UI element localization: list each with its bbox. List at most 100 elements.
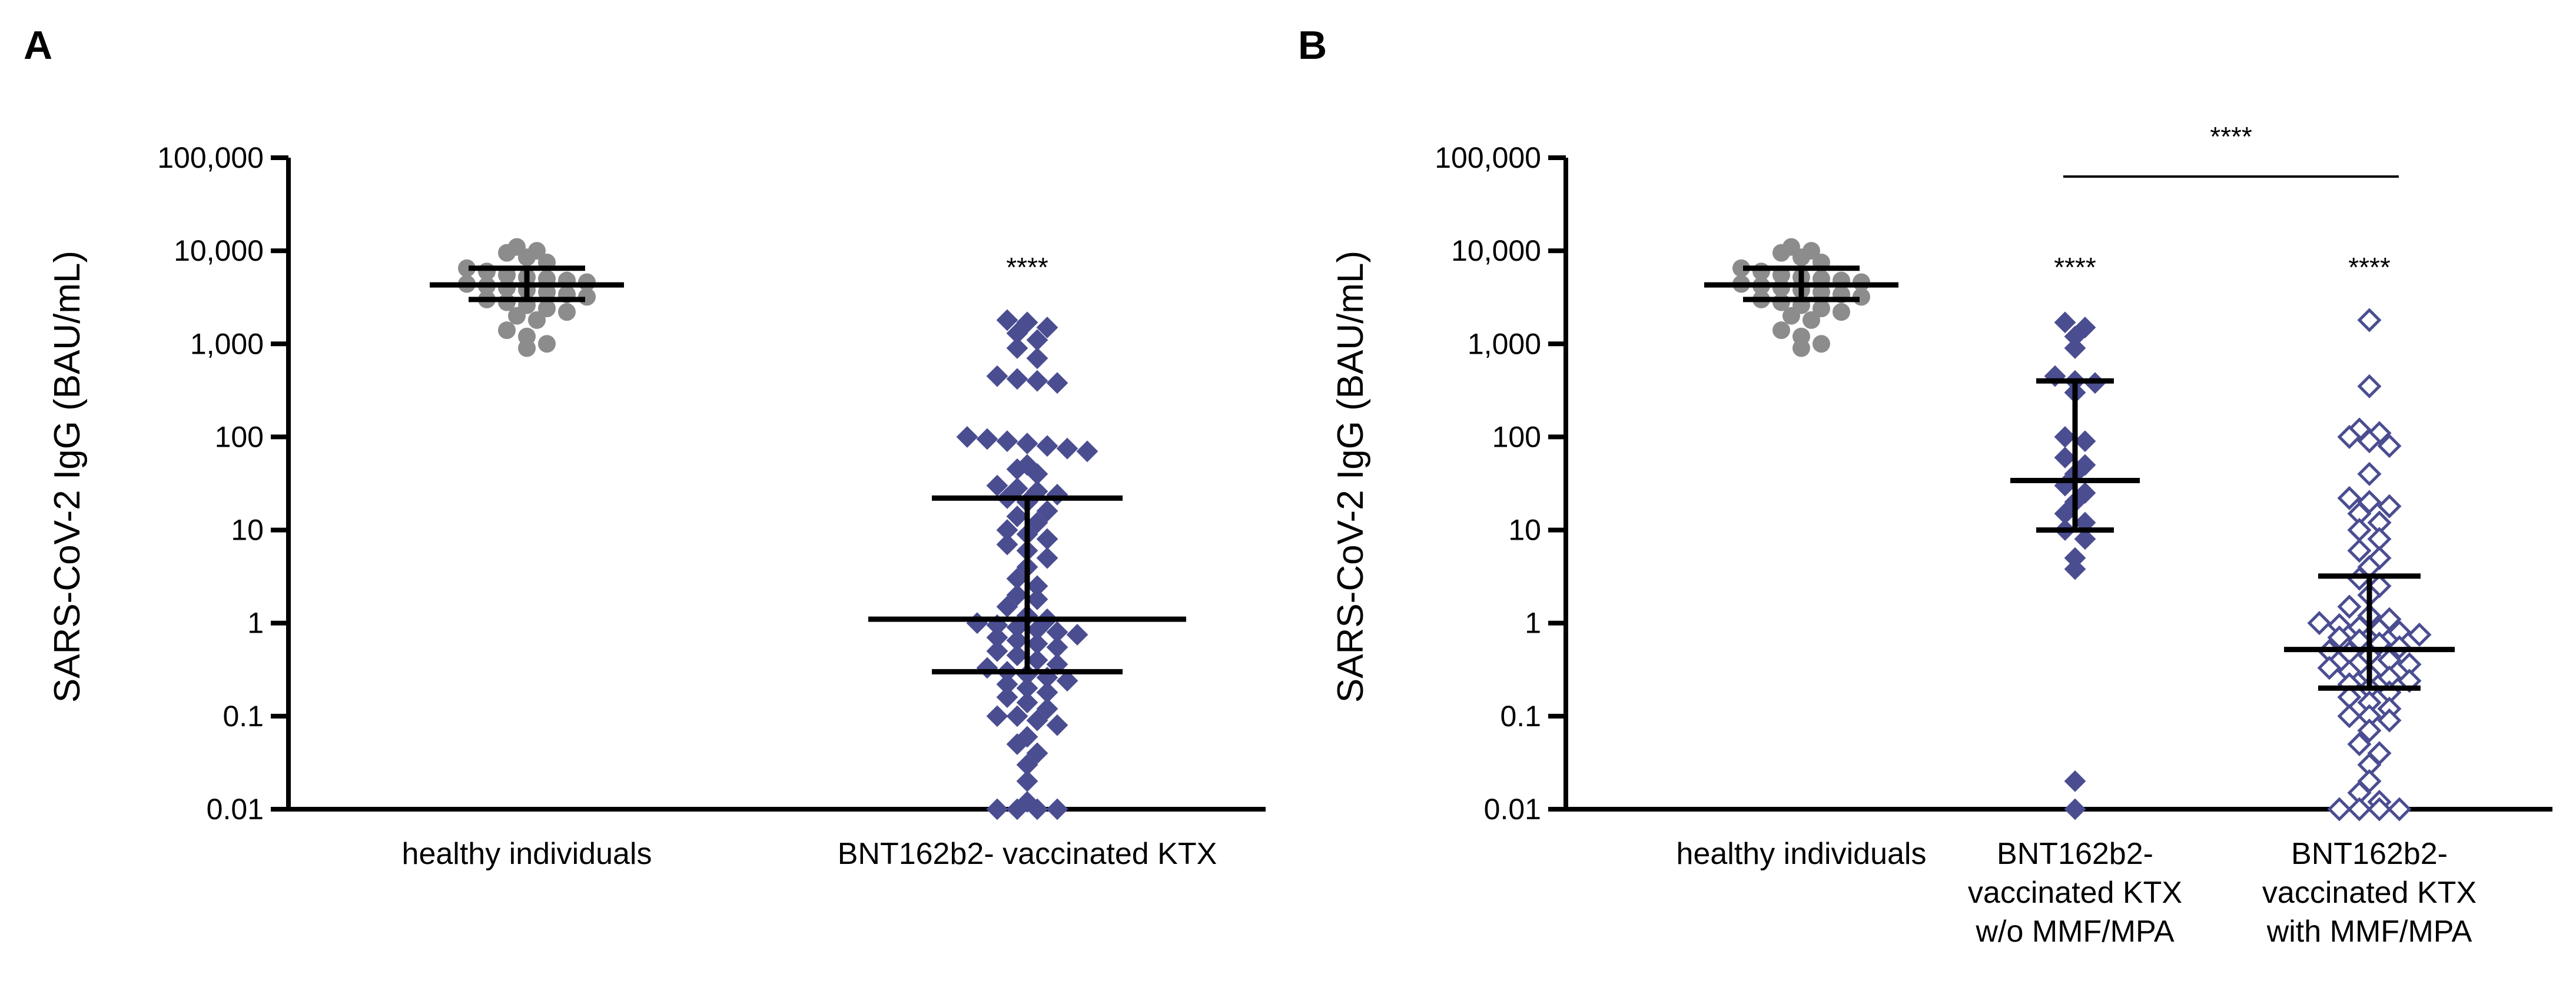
data-point: [458, 259, 476, 277]
y-tick-label: 10: [231, 514, 264, 547]
data-point: [996, 533, 1018, 556]
data-point: [1016, 311, 1038, 334]
data-point: [1006, 337, 1028, 359]
data-point: [1026, 709, 1048, 732]
panel-b-significance: **** **** ****: [2054, 121, 2399, 282]
data-point: [2337, 424, 2362, 449]
data-point: [2337, 486, 2362, 510]
data-point: [518, 339, 536, 357]
data-point: [2347, 797, 2372, 822]
data-point: [2347, 538, 2372, 563]
data-point: [2357, 718, 2382, 743]
data-point: [2337, 704, 2362, 729]
y-tick-label: 0.01: [207, 793, 264, 826]
data-point: [1006, 798, 1028, 820]
panel-a-y-axis-title: SARS-CoV-2 IgG (BAU/mL): [47, 251, 88, 703]
panel-a-significance: ****: [1006, 252, 1048, 282]
y-tick-label: 10: [1508, 514, 1541, 547]
data-point: [1036, 435, 1058, 457]
data-point: [1006, 506, 1028, 527]
data-point: [2347, 732, 2372, 756]
data-point: [1056, 670, 1078, 692]
data-point: [1026, 588, 1048, 610]
data-point: [2387, 797, 2412, 822]
data-point: [1056, 437, 1078, 460]
y-tick-label: 1,000: [190, 327, 264, 360]
data-point: [2044, 365, 2066, 387]
data-point: [1036, 547, 1058, 569]
data-point: [1036, 697, 1058, 720]
x-category-label: healthy individuals: [1677, 837, 1927, 871]
x-category-label: BNT162b2- vaccinated KTX: [838, 837, 1217, 871]
data-point: [2407, 622, 2432, 647]
x-category-label: with MMF/MPA: [2266, 915, 2472, 949]
data-point: [538, 300, 556, 318]
data-point: [1026, 742, 1048, 764]
data-point: [2367, 797, 2392, 822]
data-point: [1046, 484, 1068, 506]
y-tick-label: 10,000: [1451, 234, 1541, 267]
y-tick-label: 10,000: [174, 234, 264, 267]
data-point: [1026, 370, 1048, 392]
significance-marker: ****: [2054, 252, 2096, 282]
data-point: [1833, 303, 1850, 321]
panel-a: A SARS-CoV-2 IgG (BAU/mL) 0.01 0.1 1 10 100 1…: [24, 23, 1266, 871]
panel-b-x-labels: healthy individuals BNT162b2- vaccinated K…: [1677, 837, 2477, 949]
data-point: [2064, 770, 2086, 792]
x-category-label: healthy individuals: [402, 837, 652, 871]
x-category-label: vaccinated KTX: [2262, 876, 2477, 910]
y-tick-label: 1: [247, 607, 264, 640]
data-point: [1782, 307, 1800, 325]
y-tick-label: 100: [215, 420, 264, 453]
y-tick-label: 0.1: [223, 700, 264, 733]
data-point: [2307, 611, 2332, 636]
data-point: [966, 612, 988, 634]
panel-b-y-axis-title: SARS-CoV-2 IgG (BAU/mL): [1330, 251, 1371, 703]
significance-marker: ****: [1006, 252, 1048, 282]
x-category-label: vaccinated KTX: [1968, 876, 2182, 910]
data-point: [2054, 311, 2076, 334]
data-point: [1026, 798, 1048, 820]
panel-a-points: [458, 238, 1098, 820]
comparison-significance: ****: [2210, 121, 2252, 152]
data-point: [986, 640, 1008, 662]
y-tick-label: 1: [1525, 607, 1541, 640]
panel-b-label: B: [1298, 23, 1327, 68]
y-tick-label: 0.1: [1500, 700, 1541, 733]
data-point: [1802, 311, 1820, 329]
data-point: [558, 303, 576, 321]
panel-a-y-ticks: 0.01 0.1 1 10 100 1,000 10,000 100,000: [157, 141, 288, 826]
data-point: [1006, 368, 1028, 390]
data-point: [1076, 440, 1098, 463]
data-point: [1772, 244, 1790, 262]
data-point: [2064, 798, 2086, 820]
data-point: [1813, 283, 1830, 301]
data-point: [2377, 434, 2402, 458]
y-tick-label: 100,000: [157, 141, 264, 174]
panel-a-x-labels: healthy individuals BNT162b2- vaccinated …: [402, 837, 1217, 871]
panel-b-summary-bars: [1704, 265, 2455, 691]
data-point: [996, 309, 1018, 331]
data-point: [1016, 433, 1038, 455]
data-point: [1772, 321, 1790, 340]
data-point: [986, 705, 1008, 727]
data-point: [1036, 528, 1058, 550]
data-point: [538, 283, 556, 301]
data-point: [1813, 335, 1830, 353]
data-point: [2317, 656, 2342, 680]
data-point: [1016, 770, 1038, 792]
data-point: [1006, 584, 1028, 606]
data-point: [2064, 558, 2086, 580]
data-point: [2074, 430, 2096, 453]
data-point: [498, 321, 516, 340]
data-point: [518, 248, 536, 267]
data-point: [1792, 248, 1810, 267]
data-point: [996, 686, 1018, 708]
data-point: [1026, 347, 1048, 370]
significance-marker: ****: [2348, 252, 2391, 282]
data-point: [2327, 797, 2352, 822]
x-category-label: w/o MMF/MPA: [1975, 915, 2174, 949]
data-point: [2074, 528, 2096, 550]
panel-a-summary-bars: [430, 265, 1186, 674]
